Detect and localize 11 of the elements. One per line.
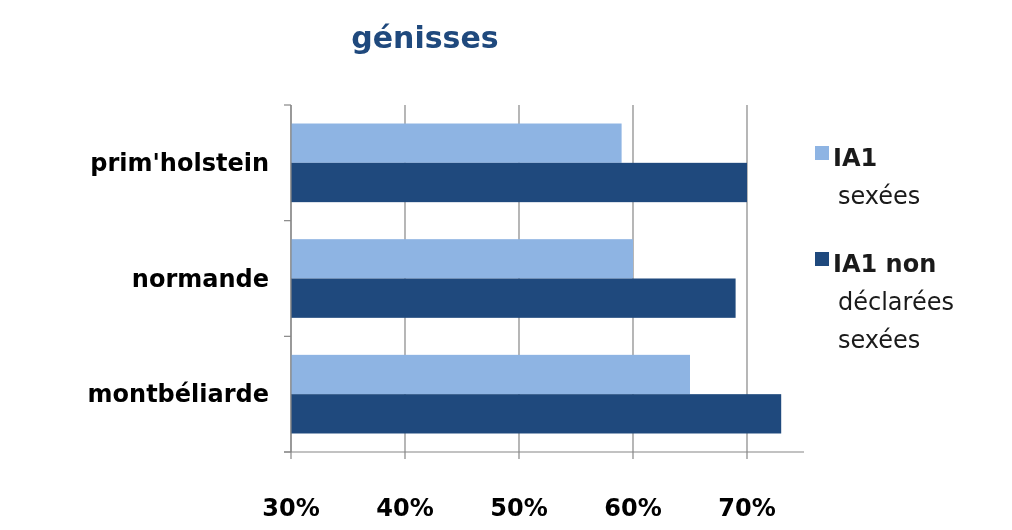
x-tick-label: 40% — [376, 494, 434, 522]
legend-label: IA1 non déclarées sexées — [833, 250, 954, 354]
legend-label: IA1 sexées — [833, 144, 921, 210]
x-tick-label: 30% — [262, 494, 320, 522]
chart-title: génisses — [351, 20, 499, 55]
x-tick-label: 50% — [490, 494, 548, 522]
x-tick-label: 70% — [718, 494, 776, 522]
y-tick-label: normande — [131, 264, 269, 293]
y-tick-label: prim'holstein — [90, 148, 269, 177]
x-tick-label: 60% — [604, 494, 662, 522]
y-tick-label: montbéliarde — [87, 380, 269, 409]
